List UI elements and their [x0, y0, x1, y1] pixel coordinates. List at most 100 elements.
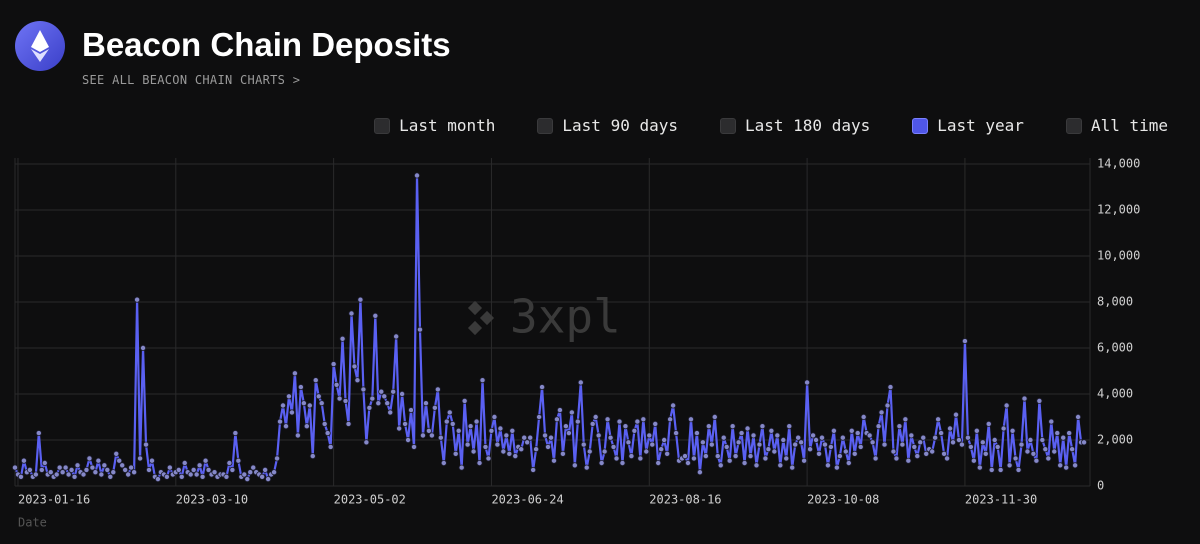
data-point: [807, 446, 814, 453]
range-label[interactable]: Last 180 days: [745, 116, 871, 135]
y-tick-label: 0: [1097, 479, 1104, 493]
range-selector: Last month Last 90 days Last 180 days Last …: [374, 116, 1168, 135]
data-point: [354, 377, 361, 384]
range-option[interactable]: Last 180 days: [720, 116, 870, 135]
data-point: [143, 441, 150, 448]
data-point: [717, 462, 724, 469]
data-point: [95, 457, 102, 464]
data-point: [1081, 439, 1088, 446]
data-point: [527, 434, 534, 441]
data-point: [524, 439, 531, 446]
data-point: [950, 439, 957, 446]
range-label[interactable]: Last 90 days: [562, 116, 678, 135]
data-point: [333, 381, 340, 388]
data-point: [771, 448, 778, 455]
data-point: [833, 464, 840, 471]
data-point: [908, 432, 915, 439]
data-point: [750, 432, 757, 439]
data-point: [604, 416, 611, 423]
data-point: [324, 430, 331, 437]
data-point: [1021, 395, 1028, 402]
data-point: [890, 448, 897, 455]
data-point: [634, 418, 641, 425]
data-point: [658, 446, 665, 453]
data-point: [375, 400, 382, 407]
data-point: [265, 476, 272, 483]
range-checkbox[interactable]: [374, 117, 391, 134]
data-point: [643, 448, 650, 455]
range-checkbox[interactable]: [537, 117, 554, 134]
range-option[interactable]: Last 90 days: [537, 116, 678, 135]
data-point: [920, 434, 927, 441]
data-point: [211, 469, 218, 476]
charts-link[interactable]: SEE ALL BEACON CHAIN CHARTS >: [82, 73, 301, 87]
range-option[interactable]: Last month: [374, 116, 495, 135]
x-tick-label: 2023-06-24: [491, 493, 563, 507]
range-option[interactable]: Last year: [912, 116, 1024, 135]
data-point: [747, 453, 754, 460]
data-point: [768, 427, 775, 434]
x-tick-label: 2023-03-10: [176, 493, 248, 507]
data-point: [723, 443, 730, 450]
data-point: [280, 402, 287, 409]
data-point: [923, 450, 930, 457]
data-point: [661, 436, 668, 443]
data-point: [720, 434, 727, 441]
data-point: [262, 466, 269, 473]
data-point: [988, 466, 995, 473]
data-point: [408, 407, 415, 414]
y-tick-label: 10,000: [1097, 249, 1140, 263]
data-point: [321, 420, 328, 427]
range-checkbox[interactable]: [1065, 117, 1082, 134]
data-point: [553, 416, 560, 423]
data-point: [1033, 457, 1040, 464]
data-point: [732, 453, 739, 460]
data-point: [369, 395, 376, 402]
data-point: [464, 441, 471, 448]
data-point: [670, 402, 677, 409]
data-point: [345, 420, 352, 427]
data-point: [592, 413, 599, 420]
data-point: [932, 434, 939, 441]
data-point: [446, 409, 453, 416]
data-point: [967, 443, 974, 450]
data-point: [577, 379, 584, 386]
data-point: [574, 418, 581, 425]
range-option[interactable]: All time: [1065, 116, 1168, 135]
data-point: [247, 469, 254, 476]
range-label[interactable]: Last year: [937, 116, 1024, 135]
data-point: [759, 423, 766, 430]
x-tick-label: 2023-11-30: [965, 493, 1037, 507]
data-point: [589, 420, 596, 427]
range-checkbox[interactable]: [720, 117, 736, 134]
data-point: [652, 420, 659, 427]
data-point: [911, 443, 918, 450]
eth-icon: [15, 21, 65, 71]
range-label[interactable]: Last month: [399, 116, 496, 135]
data-point: [1039, 436, 1046, 443]
range-label[interactable]: All time: [1090, 116, 1168, 135]
data-point: [294, 432, 301, 439]
data-point: [202, 457, 209, 464]
data-point: [1000, 425, 1007, 432]
data-point: [690, 455, 697, 462]
data-point: [351, 363, 358, 370]
x-axis-label: Date: [18, 516, 47, 530]
data-point: [226, 459, 233, 466]
data-point: [113, 450, 120, 457]
data-point: [810, 432, 817, 439]
data-point: [137, 455, 144, 462]
data-point: [366, 404, 373, 411]
data-point: [875, 423, 882, 430]
data-point: [122, 466, 129, 473]
data-point: [1006, 462, 1013, 469]
data-point: [899, 441, 906, 448]
data-point: [41, 459, 48, 466]
data-point: [414, 172, 421, 179]
range-checkbox[interactable]: [912, 117, 929, 134]
y-tick-label: 12,000: [1097, 203, 1140, 217]
page-title: Beacon Chain Deposits: [82, 26, 451, 63]
data-point: [497, 425, 504, 432]
data-point: [80, 471, 87, 478]
data-point: [1042, 446, 1049, 453]
